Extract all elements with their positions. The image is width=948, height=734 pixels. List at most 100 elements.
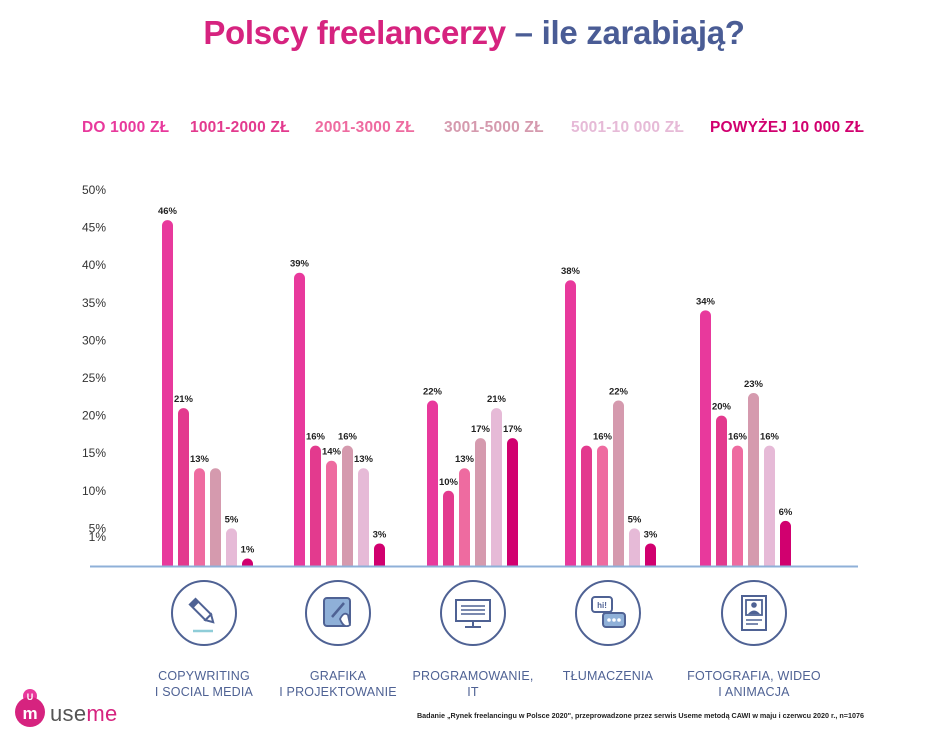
category-label-line1: PROGRAMOWANIE, [412, 669, 534, 683]
photo-frame-icon [741, 595, 767, 631]
data-label: 22% [423, 387, 443, 398]
bar [645, 543, 656, 566]
monitor-icon [455, 599, 491, 628]
bar [242, 558, 253, 566]
svg-text:hi!: hi! [597, 601, 607, 610]
data-label: 13% [354, 454, 374, 465]
data-label: 1% [241, 544, 255, 555]
category-tlumaczenia: hi! TŁUMACZENIA [513, 580, 703, 684]
data-label: 34% [696, 296, 716, 307]
category-programowanie: PROGRAMOWANIE, IT [378, 580, 568, 700]
y-tick-label: 25% [82, 371, 106, 385]
y-tick-label: 45% [82, 221, 106, 235]
data-label: 21% [174, 394, 194, 405]
category-label-line1: GRAFIKA [309, 669, 367, 683]
logo-text-use: use [50, 701, 87, 726]
category-icon-circle [440, 580, 506, 646]
data-label: 16% [593, 432, 613, 443]
data-label: 17% [471, 424, 491, 435]
y-tick-label: 10% [82, 484, 106, 498]
category-icon-circle [305, 580, 371, 646]
data-label: 38% [561, 266, 581, 277]
bar [294, 272, 305, 566]
bar [162, 220, 173, 566]
data-label: 10% [439, 477, 459, 488]
bar [326, 460, 337, 566]
title-part-1: Polscy freelancerzy [203, 14, 506, 51]
bar [491, 408, 502, 566]
bar [748, 393, 759, 566]
bar [565, 280, 576, 566]
bar [459, 468, 470, 566]
bar [613, 400, 624, 566]
bar [629, 528, 640, 566]
bar [374, 543, 385, 566]
y-tick-label: 50% [82, 183, 106, 197]
category-copywriting: COPYWRITING I SOCIAL MEDIA [109, 580, 299, 700]
bar [178, 408, 189, 566]
category-icon-circle [721, 580, 787, 646]
category-grafika: GRAFIKA I PROJEKTOWANIE [243, 580, 433, 700]
useme-logo[interactable]: U m useme [12, 688, 117, 733]
bar [443, 490, 454, 566]
y-tick-label: 5% [89, 521, 107, 535]
data-label: 16% [306, 432, 326, 443]
legend-item-1: DO 1000 ZŁ [82, 119, 170, 136]
footnote: Badanie „Rynek freelancingu w Polsce 202… [416, 711, 864, 720]
category-label-line2: I PROJEKTOWANIE [279, 685, 397, 699]
svg-text:m: m [22, 704, 37, 723]
bar [764, 445, 775, 566]
y-tick-label: 15% [82, 446, 106, 460]
bar [194, 468, 205, 566]
data-label: 3% [644, 529, 658, 540]
data-label: 5% [628, 514, 642, 525]
useme-logo-mark: U m [15, 689, 45, 727]
category-icon-circle [171, 580, 237, 646]
data-label: 16% [728, 432, 748, 443]
bar [581, 445, 592, 566]
logo-text-me: me [86, 701, 118, 726]
category-label-line1: TŁUMACZENIA [562, 669, 654, 683]
category-fotografia: FOTOGRAFIA, WIDEO I ANIMACJA [659, 580, 849, 700]
chart-title: Polscy freelancerzy – ile zarabiają? [0, 14, 948, 52]
category-label-line2: I ANIMACJA [718, 685, 790, 699]
data-label: 6% [779, 507, 793, 518]
bar [700, 310, 711, 566]
data-label: 13% [455, 454, 475, 465]
tablet-pen-icon [323, 597, 352, 628]
bar [716, 415, 727, 566]
data-label: 16% [338, 432, 358, 443]
data-label: 14% [322, 447, 342, 458]
data-label: 13% [190, 454, 210, 465]
bar [358, 468, 369, 566]
category-label-line2: IT [467, 685, 479, 699]
y-tick-label: 1% [89, 530, 107, 544]
y-tick-label: 30% [82, 333, 106, 347]
bar [475, 438, 486, 566]
y-tick-label: 20% [82, 409, 106, 423]
title-part-2: – ile zarabiają? [514, 14, 745, 51]
legend-item-6: POWYŻEJ 10 000 ZŁ [710, 119, 865, 136]
svg-text:U: U [27, 692, 34, 702]
category-label-line2: I SOCIAL MEDIA [154, 685, 254, 699]
bar [226, 528, 237, 566]
speech-bubbles-icon: hi! [591, 596, 626, 628]
bar [732, 445, 743, 566]
legend-item-5: 5001-10 000 ZŁ [571, 119, 685, 136]
bar [507, 438, 518, 566]
bar [780, 520, 791, 566]
data-label: 16% [760, 432, 780, 443]
category-label-line1: FOTOGRAFIA, WIDEO [687, 669, 821, 683]
legend-item-4: 3001-5000 ZŁ [444, 119, 544, 136]
bar [427, 400, 438, 566]
data-label: 21% [487, 394, 507, 405]
y-tick-label: 40% [82, 258, 106, 272]
category-label-line1: COPYWRITING [158, 669, 250, 683]
data-label: 5% [225, 514, 239, 525]
useme-logo-text: useme [50, 701, 118, 727]
legend: DO 1000 ZŁ 1001-2000 ZŁ 2001-3000 ZŁ 300… [0, 119, 948, 143]
data-label: 39% [290, 259, 310, 270]
bar-chart: 50%45%40%35%30%25%20%15%10%5%1%46%39%22%… [82, 183, 858, 568]
category-icon-circle: hi! [575, 580, 641, 646]
bar [310, 445, 321, 566]
